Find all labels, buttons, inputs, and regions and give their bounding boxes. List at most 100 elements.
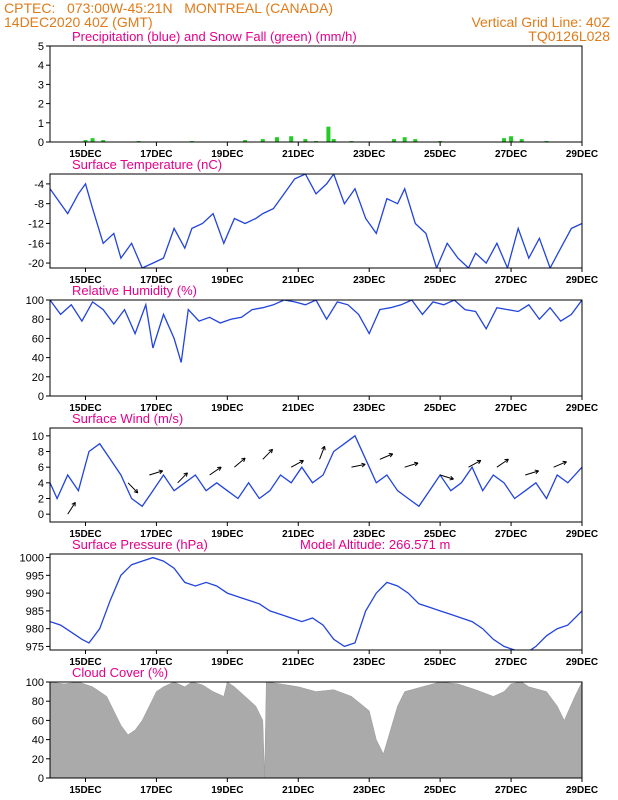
arrow-shaft: [177, 472, 188, 484]
wind-arrow: [553, 460, 567, 468]
x-tick-label: 29DEC: [566, 403, 598, 414]
y-tick-label: -20: [28, 258, 44, 270]
wind-arrow: [177, 472, 188, 484]
y-tick-label: 80: [32, 696, 44, 708]
y-tick-label: -12: [28, 218, 44, 230]
panel-frame: [49, 553, 583, 651]
snow-bar: [289, 136, 294, 142]
wind-arrow: [209, 466, 222, 476]
x-tick-label: 23DEC: [353, 529, 385, 540]
snow-bar: [509, 136, 514, 142]
panel-title: Relative Humidity (%): [72, 283, 197, 298]
x-tick-label: 29DEC: [566, 149, 598, 160]
x-tick-label: 25DEC: [424, 403, 456, 414]
x-tick-label: 21DEC: [282, 529, 314, 540]
arrow-head: [243, 457, 246, 463]
arrow-shaft: [468, 460, 482, 468]
snow-bar: [519, 139, 524, 142]
panel-frame: [49, 299, 583, 397]
arrow-head: [478, 460, 482, 465]
header-title: CPTEC: 073:00W-45:21N MONTREAL (CANADA): [4, 0, 334, 16]
series-line: [50, 434, 582, 508]
x-tick-label: 21DEC: [282, 657, 314, 668]
x-tick-label: 25DEC: [424, 275, 456, 286]
x-tick-label: 27DEC: [495, 657, 527, 668]
y-tick-label: -16: [28, 238, 44, 250]
panel-title: Surface Wind (m/s): [72, 411, 183, 426]
panel-title: Cloud Cover (%): [72, 665, 168, 680]
y-tick-label: -8: [34, 199, 44, 211]
arrow-shaft: [262, 448, 273, 460]
x-tick-label: 19DEC: [211, 529, 243, 540]
x-tick-label: 19DEC: [211, 275, 243, 286]
x-tick-label: 23DEC: [353, 403, 385, 414]
wind-arrow: [149, 469, 164, 476]
arrow-head: [241, 457, 246, 460]
x-tick-label: 19DEC: [211, 149, 243, 160]
snow-bar: [243, 140, 248, 142]
arrow-shaft: [553, 461, 567, 468]
snow-bar: [101, 140, 106, 142]
y-tick-label: 40: [32, 353, 44, 365]
wind-arrow: [351, 462, 366, 468]
x-tick-label: 17DEC: [140, 785, 172, 796]
arrow-shaft: [439, 474, 454, 480]
arrow-head: [159, 470, 164, 475]
snow-bar: [413, 139, 418, 142]
snow-bar: [331, 139, 336, 142]
arrow-head: [268, 448, 273, 451]
y-tick-label: 60: [32, 333, 44, 345]
panel-frame: [49, 45, 583, 143]
wind-arrow: [404, 461, 419, 468]
wind-arrow: [319, 445, 326, 460]
panel-3: Relative Humidity (%) 0 20 40 60 80 100 15DEC 17…: [26, 283, 598, 414]
y-tick-label: 20: [32, 754, 44, 766]
panel-2: Surface Temperature (nC) -20 -16 -12 -8 -4 15D…: [28, 157, 598, 286]
y-tick-label: 80: [32, 314, 44, 326]
y-tick-label: 0: [38, 509, 44, 521]
snow-bar: [402, 137, 407, 142]
y-tick-label: 1: [38, 118, 44, 130]
arrow-head: [563, 461, 567, 466]
x-tick-label: 27DEC: [495, 529, 527, 540]
x-tick-label: 25DEC: [424, 657, 456, 668]
x-tick-label: 29DEC: [566, 785, 598, 796]
y-tick-label: 5: [38, 41, 44, 53]
panel-subtitle: Model Altitude: 266.571 m: [300, 537, 450, 552]
y-tick-label: 2: [38, 99, 44, 111]
y-tick-label: 4: [38, 60, 44, 72]
wind-arrow: [262, 448, 274, 460]
arrow-shaft: [67, 502, 76, 515]
y-tick-label: 100: [26, 677, 44, 689]
wind-arrow: [379, 452, 394, 460]
snow-bar: [303, 139, 308, 142]
snow-bar: [326, 126, 331, 142]
series-line: [50, 556, 582, 650]
wind-arrow: [525, 469, 539, 476]
header-date: 14DEC2020 40Z (GMT): [4, 14, 153, 30]
wind-arrow: [67, 501, 76, 515]
panel-frame: [49, 427, 583, 523]
x-tick-label: 15DEC: [69, 275, 101, 286]
y-tick-label: 8: [38, 447, 44, 459]
x-tick-label: 17DEC: [140, 275, 172, 286]
x-tick-label: 25DEC: [424, 785, 456, 796]
panel-title: Surface Temperature (nC): [72, 157, 222, 172]
x-tick-label: 15DEC: [69, 657, 101, 668]
x-tick-label: 27DEC: [495, 149, 527, 160]
x-tick-label: 29DEC: [566, 275, 598, 286]
x-tick-label: 17DEC: [140, 149, 172, 160]
arrow-head: [158, 469, 163, 472]
x-tick-label: 27DEC: [495, 403, 527, 414]
x-tick-label: 23DEC: [353, 657, 385, 668]
arrow-head: [321, 445, 325, 450]
header-grid-line: Vertical Grid Line: 40Z: [471, 14, 610, 30]
panel-title: Surface Pressure (hPa): [72, 537, 208, 552]
x-tick-label: 17DEC: [140, 657, 172, 668]
y-tick-label: 100: [26, 295, 44, 307]
y-tick-label: 0: [38, 137, 44, 149]
arrow-shaft: [525, 470, 539, 476]
arrow-shaft: [319, 446, 326, 460]
y-tick-label: 40: [32, 735, 44, 747]
arrow-head: [534, 469, 539, 472]
